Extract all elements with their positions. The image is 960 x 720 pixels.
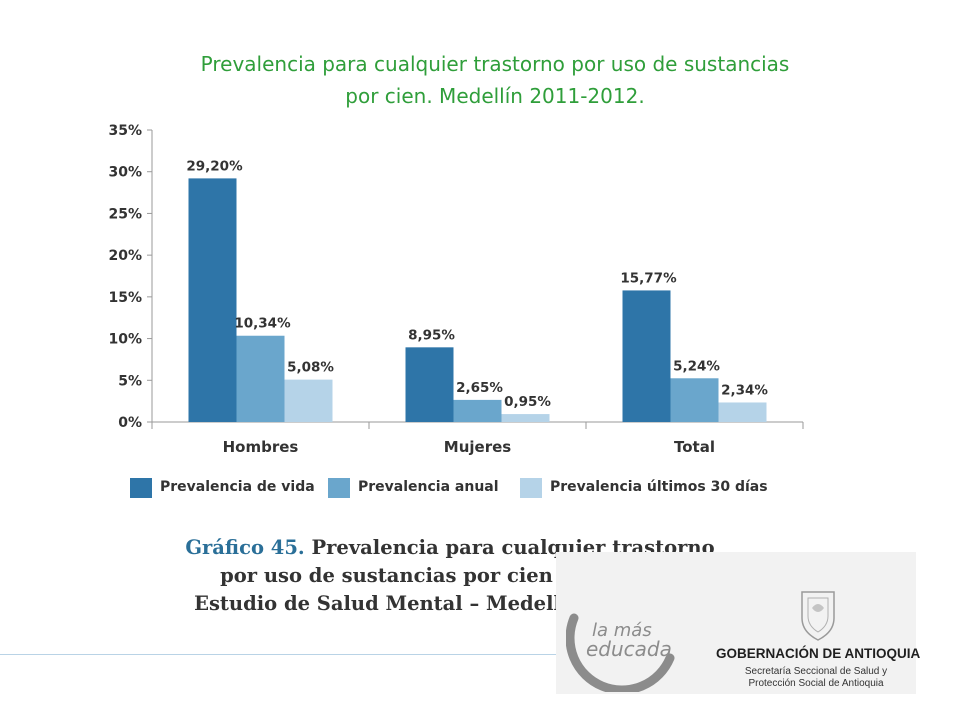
- bar-hombres-series-0: [188, 178, 237, 422]
- y-tick-label: 10%: [108, 332, 142, 348]
- gobernacion-subtitle-line-2: Protección Social de Antioquia: [748, 678, 884, 689]
- y-tick-label: 5%: [118, 373, 142, 389]
- antioquia-seal-icon: [801, 591, 835, 641]
- gobernacion-subtitle-line-1: Secretaría Seccional de Salud y: [744, 666, 888, 677]
- bar-total-series-0: [622, 290, 671, 422]
- legend-swatch-prevalencia-30-dias: [520, 478, 542, 498]
- bar-data-label: 8,95%: [408, 327, 455, 343]
- bar-data-label: 5,24%: [673, 358, 720, 374]
- bar-data-label: 2,65%: [456, 380, 503, 396]
- caption-figure-number: Gráfico 45.: [185, 536, 305, 559]
- y-tick-label: 0%: [118, 415, 142, 431]
- medellin-logo-text-2: educada: [586, 637, 672, 661]
- medellin-logo: la más educada: [566, 613, 675, 692]
- bar-data-label: 2,34%: [721, 382, 768, 398]
- bar-data-label: 15,77%: [620, 270, 677, 286]
- logos-panel: [556, 552, 916, 694]
- slide-title: Prevalencia para cualquier trastorno por…: [160, 48, 830, 112]
- x-category-label: Total: [674, 438, 715, 456]
- gobernacion-subtitle: Secretaría Seccional de Salud y Protecci…: [716, 666, 916, 690]
- bar-mujeres-series-2: [501, 414, 550, 422]
- gobernacion-title: GOBERNACIÓN DE ANTIOQUIA: [716, 646, 921, 661]
- bar-total-series-1: [670, 378, 719, 422]
- bar-hombres-series-2: [284, 379, 333, 422]
- bar-total-series-2: [718, 402, 767, 422]
- medellin-logo-arc: [566, 613, 675, 692]
- y-tick-label: 15%: [108, 290, 142, 306]
- y-tick-label: 30%: [108, 165, 142, 181]
- bar-data-label: 29,20%: [186, 158, 243, 174]
- medellin-logo-text-1: la más: [592, 620, 652, 641]
- bar-data-label: 10,34%: [234, 316, 291, 332]
- legend-label-prevalencia-de-vida: Prevalencia de vida: [160, 479, 315, 495]
- slide-title-line-2: por cien. Medellín 2011-2012.: [345, 84, 645, 108]
- y-tick-label: 35%: [108, 123, 142, 139]
- bar-data-label: 5,08%: [287, 360, 334, 376]
- footer-divider: [0, 654, 560, 655]
- bar-hombres-series-1: [236, 335, 285, 422]
- slide-title-line-1: Prevalencia para cualquier trastorno por…: [200, 52, 790, 76]
- bar-chart: 0% 5% 10% 15% 20% 25% 30% 35% 29,20% 10,34% 5,08% H…: [108, 123, 804, 456]
- bar-data-label: 0,95%: [504, 394, 551, 410]
- y-tick-label: 20%: [108, 248, 142, 264]
- y-tick-label: 25%: [108, 206, 142, 222]
- chart-legend: Prevalencia de vida Prevalencia anual Pr…: [130, 476, 810, 500]
- x-category-label: Hombres: [223, 438, 299, 456]
- bar-mujeres-series-1: [453, 399, 502, 422]
- legend-label-prevalencia-30-dias: Prevalencia últimos 30 días: [550, 479, 768, 495]
- x-category-label: Mujeres: [444, 438, 511, 456]
- legend-swatch-prevalencia-anual: [328, 478, 350, 498]
- bar-mujeres-series-0: [405, 347, 454, 422]
- legend-label-prevalencia-anual: Prevalencia anual: [358, 479, 499, 495]
- legend-swatch-prevalencia-de-vida: [130, 478, 152, 498]
